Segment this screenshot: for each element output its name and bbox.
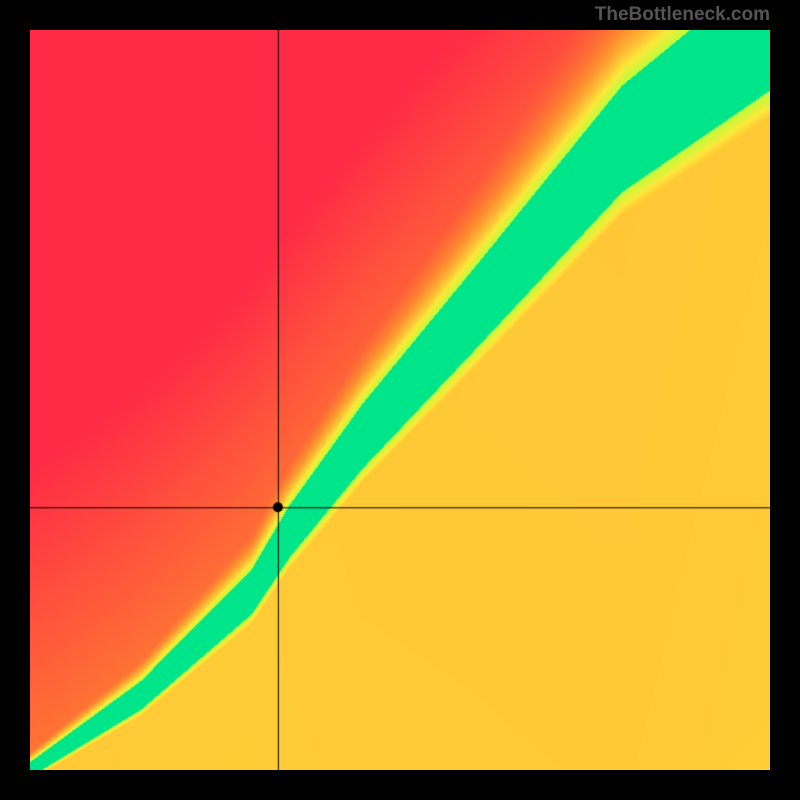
heatmap-canvas (30, 30, 770, 770)
plot-area (30, 30, 770, 770)
attribution-text: TheBottleneck.com (595, 4, 770, 26)
chart-container: TheBottleneck.com (0, 0, 800, 800)
